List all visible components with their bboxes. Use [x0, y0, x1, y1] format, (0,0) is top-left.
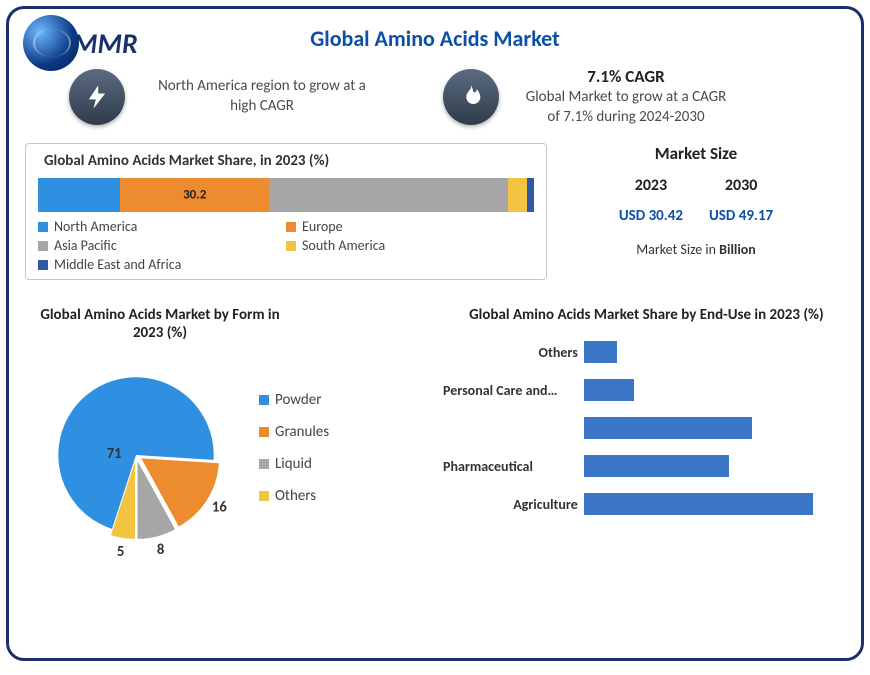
share-legend-item: North America: [38, 218, 286, 235]
bar-row: Others: [448, 336, 845, 368]
market-size-block: Market Size 2023 USD 30.42 2030 USD 49.1…: [565, 143, 827, 280]
bar-label: Pharmaceutical: [443, 458, 573, 475]
ms-year-1: 2030: [709, 176, 773, 195]
ms-footer-pre: Market Size in: [636, 241, 719, 258]
brand-logo: MMR: [23, 15, 138, 71]
pie-chart-title: Global Amino Acids Market by Form in 202…: [25, 306, 295, 342]
ms-year-0: 2023: [619, 176, 683, 195]
highlight-left-line2: high CAGR: [137, 97, 387, 117]
bar-chart-title: Global Amino Acids Market Share by End-U…: [448, 306, 845, 324]
bar-label: Agriculture: [448, 496, 584, 513]
bar-row: Agriculture: [448, 488, 845, 520]
highlight-left-line1: North America region to grow at a: [137, 77, 387, 97]
share-legend-item: Europe: [286, 218, 534, 235]
ms-val-0: USD 30.42: [619, 207, 683, 225]
middle-row: Global Amino Acids Market Share, in 2023…: [25, 143, 845, 280]
bar-chart: Others Personal Care and… Pharmaceutical Ag…: [448, 332, 845, 552]
highlight-left: North America region to grow at a high C…: [137, 77, 387, 116]
ms-val-1: USD 49.17: [709, 207, 773, 225]
highlights-row: North America region to grow at a high C…: [69, 66, 845, 127]
bar-row: [448, 412, 845, 444]
bar-row: Pharmaceutical: [448, 450, 845, 482]
infographic-frame: MMR Global Amino Acids Market North Amer…: [6, 6, 864, 661]
pie-label: 71: [107, 444, 122, 462]
share-seg-asia-pacific: [270, 178, 508, 212]
highlight-right-line2: of 7.1% during 2024-2030: [511, 108, 741, 128]
brand-text: MMR: [73, 26, 138, 61]
ms-footer-bold: Billion: [719, 241, 756, 258]
highlight-right: 7.1% CAGR Global Market to grow at a CAG…: [511, 66, 741, 127]
market-size-title: Market Size: [565, 143, 827, 164]
bottom-row: Global Amino Acids Market by Form in 202…: [25, 306, 845, 560]
bar: [584, 417, 752, 439]
bar-chart-block: Global Amino Acids Market Share by End-U…: [448, 306, 845, 560]
globe-icon: [23, 15, 79, 71]
pie-chart-block: Global Amino Acids Market by Form in 202…: [25, 306, 448, 560]
share-legend-item: Asia Pacific: [38, 237, 286, 254]
pie-label: 16: [212, 498, 227, 516]
bar: [584, 341, 618, 363]
bar-label: Personal Care and…: [443, 382, 573, 399]
pie-label: 5: [117, 542, 124, 560]
share-seg-middle-east-and-africa: [527, 178, 534, 212]
flame-icon: [443, 69, 499, 125]
market-size-footer: Market Size in Billion: [565, 241, 827, 258]
share-legend-item: South America: [286, 237, 534, 254]
share-chart-bar: 30.2: [38, 178, 534, 212]
share-chart-title: Global Amino Acids Market Share, in 2023…: [44, 152, 534, 170]
cagr-title: 7.1% CAGR: [511, 66, 741, 88]
pie-legend-item: Liquid: [259, 455, 329, 473]
pie-chart-legend: Powder Granules Liquid Others: [259, 391, 329, 519]
pie-label: 8: [157, 540, 164, 558]
share-seg-south-america: [508, 178, 527, 212]
bar: [584, 493, 814, 515]
share-seg-europe: 30.2: [120, 178, 270, 212]
bolt-icon: [69, 69, 125, 125]
pie-legend-item: Others: [259, 487, 329, 505]
share-chart-legend: North AmericaEuropeAsia PacificSouth Ame…: [38, 218, 534, 273]
bar: [584, 379, 634, 401]
share-seg-north-america: [38, 178, 120, 212]
share-chart: Global Amino Acids Market Share, in 2023…: [25, 143, 547, 280]
bar-row: Personal Care and…: [448, 374, 845, 406]
share-legend-item: Middle East and Africa: [38, 256, 286, 273]
pie-legend-item: Granules: [259, 423, 329, 441]
highlight-right-line1: Global Market to grow at a CAGR: [511, 88, 741, 108]
page-title: Global Amino Acids Market: [25, 25, 845, 52]
bar: [584, 455, 730, 477]
bar-label: Others: [448, 344, 584, 361]
pie-legend-item: Powder: [259, 391, 329, 409]
pie-chart: 71 16 8 5: [31, 350, 241, 560]
